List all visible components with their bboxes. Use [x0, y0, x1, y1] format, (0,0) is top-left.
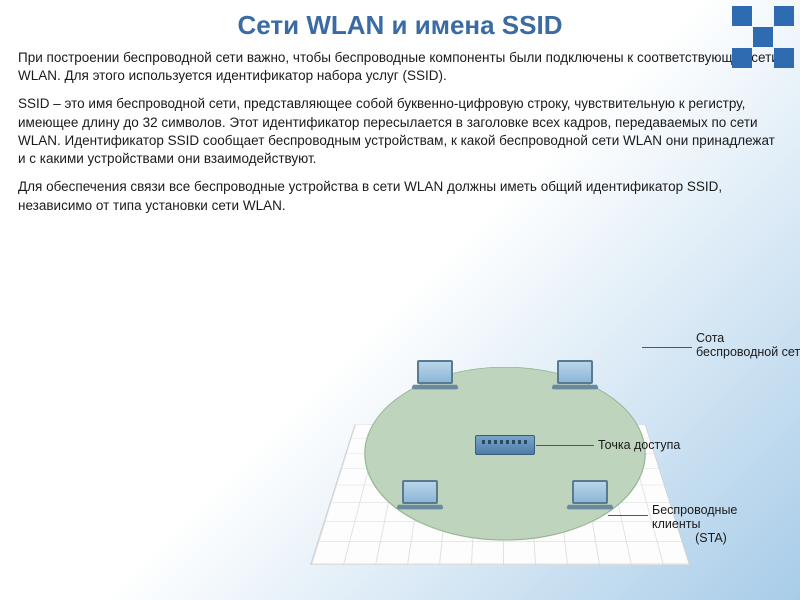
laptop-icon [395, 480, 445, 516]
access-point-icon [475, 435, 535, 455]
leader-ap [536, 445, 594, 446]
ap-label: Точка доступа [598, 438, 680, 452]
laptop-icon [550, 360, 600, 396]
paragraph-1: При построении беспроводной сети важно, … [18, 49, 782, 85]
leader-cell [642, 347, 692, 348]
wlan-diagram: Сота беспроводной сети Точка доступа Бес… [310, 285, 770, 585]
cell-label: Сота беспроводной сети [696, 331, 800, 359]
leader-clients [608, 515, 648, 516]
laptop-icon [565, 480, 615, 516]
paragraph-2: SSID – это имя беспроводной сети, предст… [18, 95, 782, 168]
laptop-icon [410, 360, 460, 396]
body-text: При построении беспроводной сети важно, … [0, 49, 800, 215]
corner-decoration [700, 0, 800, 100]
clients-label: Беспроводные клиенты (STA) [652, 503, 770, 545]
page-title: Сети WLAN и имена SSID [0, 0, 800, 49]
paragraph-3: Для обеспечения связи все беспроводные у… [18, 178, 782, 214]
